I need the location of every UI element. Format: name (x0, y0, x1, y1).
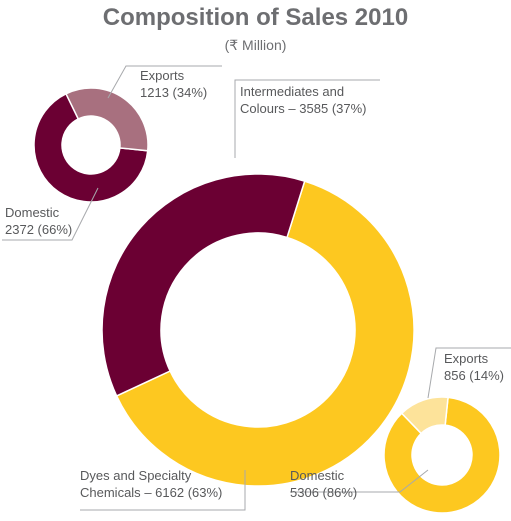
slice-label: Intermediates and Colours – 3585 (37%) (240, 83, 380, 117)
leader-line (107, 65, 222, 99)
donut-slice (101, 173, 306, 397)
value-label: 5306 (86%) (290, 485, 358, 500)
value-label: 3585 (37%) (299, 101, 367, 116)
slice-label: Domestic 5306 (86%) (290, 467, 390, 501)
category-label: Intermediates and Colours (240, 84, 345, 116)
donut-slice (115, 180, 415, 487)
separator: – (144, 485, 152, 500)
slice-label: Exports 1213 (34%) (140, 67, 230, 101)
chart-subtitle: (₹ Million) (224, 37, 287, 53)
category-label: Exports (444, 351, 489, 366)
leader-line (234, 79, 380, 158)
category-label: Domestic (5, 205, 60, 220)
donut-slice (400, 396, 449, 435)
value-label: 856 (14%) (444, 368, 504, 383)
value-label: 6162 (63%) (155, 485, 223, 500)
leader-line (2, 187, 99, 241)
value-label: 2372 (66%) (5, 222, 73, 237)
donut-slice (65, 87, 149, 152)
slice-label: Domestic 2372 (66%) (5, 204, 95, 238)
value-label: 1213 (34%) (140, 85, 208, 100)
leader-line (290, 469, 429, 493)
category-label: Dyes and Specialty Chemicals (80, 468, 192, 500)
category-label: Domestic (290, 468, 345, 483)
leader-line (80, 470, 246, 511)
donut-slice (383, 396, 501, 514)
slice-label: Dyes and Specialty Chemicals – 6162 (63%… (80, 467, 250, 501)
chart-title: Composition of Sales 2010 (102, 4, 409, 31)
separator: – (288, 101, 296, 116)
category-label: Exports (140, 68, 185, 83)
slice-label: Exports 856 (14%) (444, 350, 511, 384)
donut-slice (33, 92, 149, 203)
leader-line (427, 347, 511, 399)
